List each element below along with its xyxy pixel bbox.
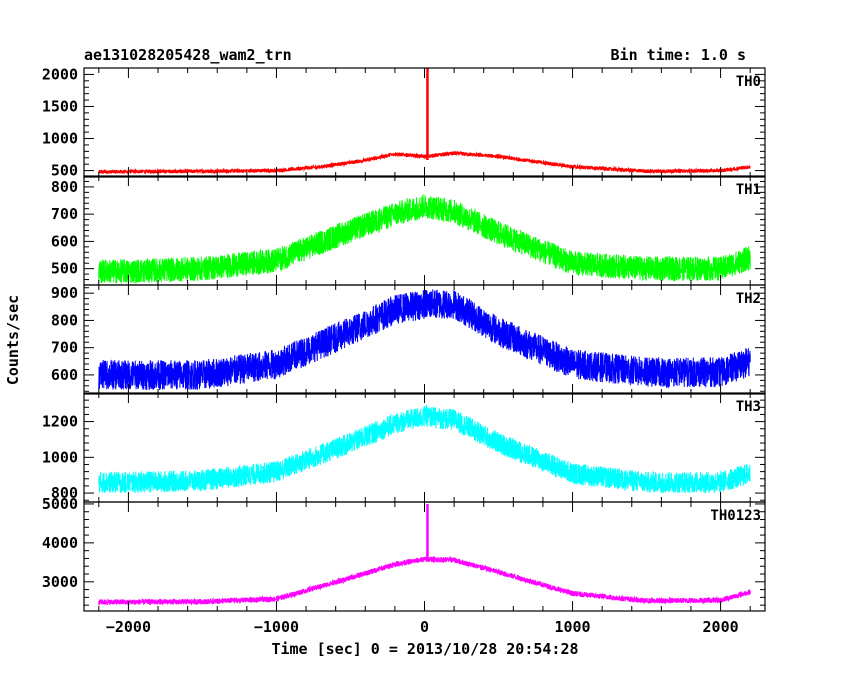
panel-label: TH0123 — [710, 508, 761, 524]
series-th0-line — [98, 150, 751, 175]
x-tick-label: −1000 — [254, 618, 299, 636]
panel-frame — [83, 67, 766, 178]
panel-frame — [83, 501, 766, 612]
panel-th1: 500 600 700 800 TH1 — [51, 175, 766, 286]
y-tick-label: 700 — [51, 339, 78, 357]
panels-group: 500 1000 1500 2000 TH0 500 600 700 800 TH1 600 700 8… — [42, 65, 766, 636]
panel-label: TH0 — [736, 74, 761, 90]
y-tick-label: 800 — [51, 311, 78, 329]
x-tick-label: 2000 — [703, 618, 739, 636]
series-th3-line — [98, 403, 751, 494]
y-tick-label: 1000 — [42, 130, 78, 148]
y-tick-label: 5000 — [42, 495, 78, 513]
y-tick-label: 2000 — [42, 65, 78, 83]
x-axis-label: Time [sec] 0 = 2013/10/28 20:54:28 — [271, 640, 578, 658]
x-tick-label: −2000 — [106, 618, 151, 636]
y-tick-label: 600 — [51, 366, 78, 384]
panel-th2: 600 700 800 900 TH2 — [51, 284, 766, 395]
y-tick-label: 700 — [51, 205, 78, 223]
series-th0123-line — [98, 555, 751, 607]
panel-label: TH1 — [736, 182, 761, 198]
panel-th0: 500 1000 1500 2000 TH0 — [42, 65, 766, 180]
chart-title: ae131028205428_wam2_trn — [84, 46, 292, 64]
panel-label: TH2 — [736, 291, 761, 307]
y-tick-label: 1500 — [42, 97, 78, 115]
y-tick-label: 800 — [51, 484, 78, 502]
y-tick-label: 600 — [51, 232, 78, 250]
y-axis-label: Counts/sec — [4, 295, 22, 385]
y-tick-label: 4000 — [42, 534, 78, 552]
panel-label: TH3 — [736, 399, 761, 415]
y-tick-label: 1200 — [42, 413, 78, 431]
series-th2-line — [98, 289, 751, 390]
x-tick-label: 0 — [420, 618, 429, 636]
y-tick-label: 500 — [51, 162, 78, 180]
y-tick-label: 1000 — [42, 448, 78, 466]
panel-th3: 800 1000 1200 TH3 — [42, 392, 766, 503]
series-th1-line — [98, 194, 751, 284]
y-tick-label: 800 — [51, 178, 78, 196]
y-tick-label: 3000 — [42, 573, 78, 591]
x-tick-label: 1000 — [554, 618, 590, 636]
bin-time-label: Bin time: 1.0 s — [611, 46, 746, 64]
y-tick-label: 900 — [51, 284, 78, 302]
panel-th0123: 3000 4000 5000 TH0123 — [42, 495, 766, 612]
y-tick-label: 500 — [51, 260, 78, 278]
